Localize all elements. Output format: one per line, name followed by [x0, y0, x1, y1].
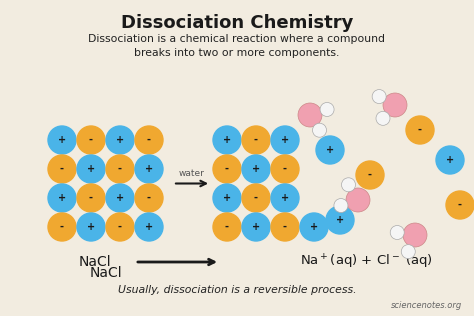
- Text: sciencenotes.org: sciencenotes.org: [391, 301, 462, 310]
- Text: -: -: [118, 222, 122, 232]
- Text: -: -: [458, 200, 462, 210]
- Text: Dissociation is a chemical reaction where a compound
breaks into two or more com: Dissociation is a chemical reaction wher…: [89, 34, 385, 58]
- Ellipse shape: [406, 116, 434, 144]
- Ellipse shape: [271, 155, 299, 183]
- Ellipse shape: [242, 155, 270, 183]
- Text: NaCl: NaCl: [79, 255, 111, 269]
- Ellipse shape: [271, 126, 299, 154]
- Text: -: -: [225, 222, 229, 232]
- Text: water: water: [179, 169, 205, 179]
- Ellipse shape: [326, 206, 354, 234]
- Text: -: -: [254, 135, 258, 145]
- Ellipse shape: [135, 184, 163, 212]
- Ellipse shape: [356, 161, 384, 189]
- Text: +: +: [58, 193, 66, 203]
- Ellipse shape: [213, 184, 241, 212]
- Text: -: -: [147, 135, 151, 145]
- Text: +: +: [446, 155, 454, 165]
- Ellipse shape: [77, 213, 105, 241]
- Ellipse shape: [271, 184, 299, 212]
- Ellipse shape: [106, 126, 134, 154]
- Ellipse shape: [300, 213, 328, 241]
- Text: +: +: [326, 145, 334, 155]
- Text: Na$^+$(aq) + Cl$^-$ (aq): Na$^+$(aq) + Cl$^-$ (aq): [300, 253, 433, 271]
- Text: +: +: [58, 135, 66, 145]
- Circle shape: [390, 226, 404, 240]
- Ellipse shape: [242, 126, 270, 154]
- Text: +: +: [116, 193, 124, 203]
- Ellipse shape: [242, 184, 270, 212]
- Text: +: +: [223, 135, 231, 145]
- Circle shape: [320, 102, 334, 117]
- Text: +: +: [87, 164, 95, 174]
- Text: -: -: [368, 170, 372, 180]
- Ellipse shape: [213, 213, 241, 241]
- Text: Dissociation Chemistry: Dissociation Chemistry: [121, 14, 353, 32]
- Text: +: +: [252, 164, 260, 174]
- Ellipse shape: [135, 213, 163, 241]
- Text: +: +: [223, 193, 231, 203]
- Text: +: +: [310, 222, 318, 232]
- Ellipse shape: [106, 213, 134, 241]
- Ellipse shape: [77, 155, 105, 183]
- Text: +: +: [116, 135, 124, 145]
- Text: -: -: [60, 164, 64, 174]
- Text: -: -: [254, 193, 258, 203]
- Text: -: -: [418, 125, 422, 135]
- Circle shape: [298, 103, 322, 127]
- Text: -: -: [118, 164, 122, 174]
- Ellipse shape: [213, 126, 241, 154]
- Text: +: +: [281, 193, 289, 203]
- Text: +: +: [336, 215, 344, 225]
- Ellipse shape: [48, 184, 76, 212]
- Ellipse shape: [135, 126, 163, 154]
- Ellipse shape: [271, 213, 299, 241]
- Text: +: +: [145, 164, 153, 174]
- Text: -: -: [283, 222, 287, 232]
- Text: +: +: [252, 222, 260, 232]
- Text: -: -: [225, 164, 229, 174]
- Circle shape: [401, 245, 415, 258]
- Text: +: +: [145, 222, 153, 232]
- Text: NaCl: NaCl: [89, 266, 122, 280]
- Text: -: -: [147, 193, 151, 203]
- Ellipse shape: [48, 155, 76, 183]
- Ellipse shape: [242, 213, 270, 241]
- Ellipse shape: [135, 155, 163, 183]
- Circle shape: [312, 123, 327, 137]
- Ellipse shape: [213, 155, 241, 183]
- Text: Usually, dissociation is a reversible process.: Usually, dissociation is a reversible pr…: [118, 285, 356, 295]
- Text: +: +: [87, 222, 95, 232]
- Ellipse shape: [77, 126, 105, 154]
- Ellipse shape: [436, 146, 464, 174]
- Ellipse shape: [106, 155, 134, 183]
- Ellipse shape: [77, 184, 105, 212]
- Text: -: -: [60, 222, 64, 232]
- Text: -: -: [89, 193, 93, 203]
- Circle shape: [403, 223, 427, 247]
- Circle shape: [383, 93, 407, 117]
- Text: -: -: [283, 164, 287, 174]
- Ellipse shape: [316, 136, 344, 164]
- Ellipse shape: [48, 126, 76, 154]
- Circle shape: [346, 188, 370, 212]
- Text: +: +: [281, 135, 289, 145]
- Ellipse shape: [48, 213, 76, 241]
- Circle shape: [376, 111, 390, 125]
- Text: -: -: [89, 135, 93, 145]
- Circle shape: [372, 89, 386, 104]
- Ellipse shape: [446, 191, 474, 219]
- Circle shape: [341, 178, 356, 192]
- Circle shape: [334, 198, 348, 213]
- Ellipse shape: [106, 184, 134, 212]
